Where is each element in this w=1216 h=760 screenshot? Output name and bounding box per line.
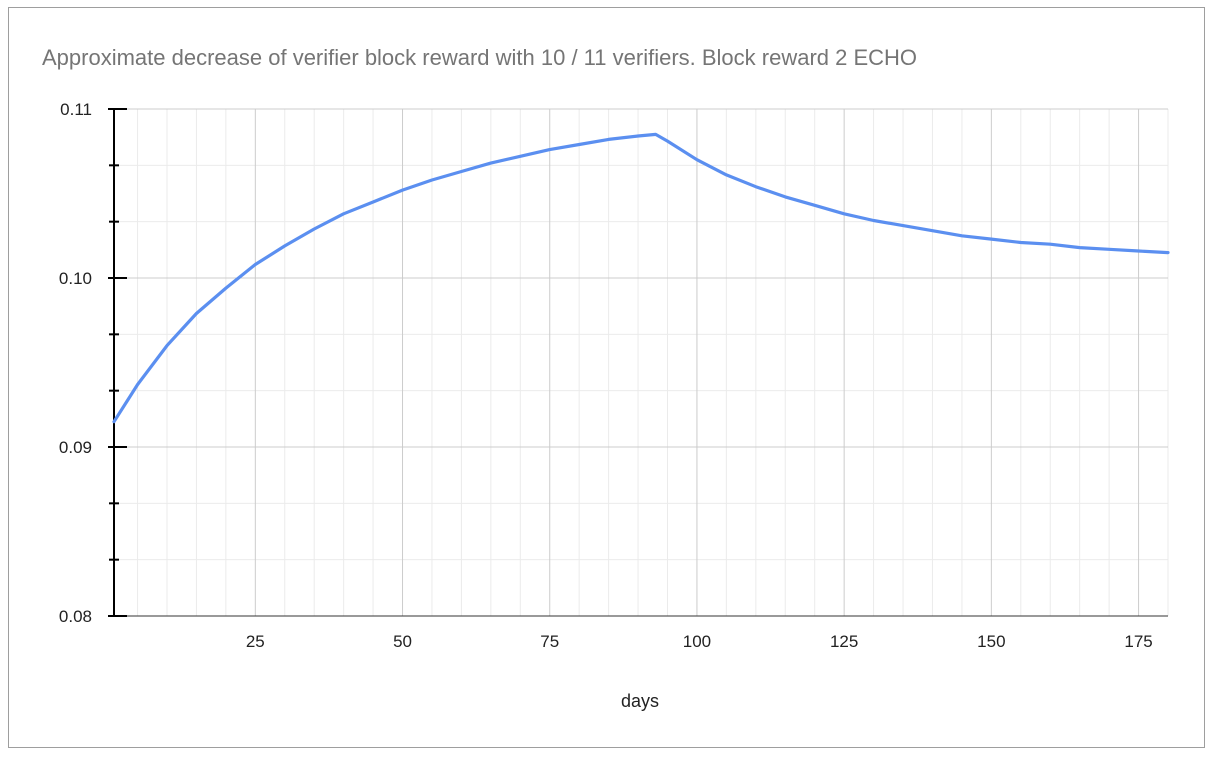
x-tick-labels: 25 50 75 100 125 150 175: [246, 632, 1153, 651]
chart-frame: [8, 7, 1205, 748]
x-tick-label: 125: [830, 632, 858, 651]
x-tick-label: 100: [683, 632, 711, 651]
x-axis-title: days: [621, 691, 659, 711]
grid: [114, 108, 1169, 617]
series: [112, 132, 1170, 424]
y-axis: [108, 108, 1168, 617]
y-tick-label: 0.11: [60, 100, 92, 119]
series-line: [112, 132, 1170, 424]
x-tick-label: 150: [977, 632, 1005, 651]
x-tick-label: 175: [1124, 632, 1152, 651]
y-tick-label: 0.08: [59, 607, 92, 626]
x-tick-label: 25: [246, 632, 265, 651]
x-tick-label: 75: [540, 632, 559, 651]
x-tick-label: 50: [393, 632, 412, 651]
y-tick-labels: 0.08 0.09 0.10 0.11: [59, 100, 92, 626]
y-tick-label: 0.10: [59, 269, 92, 288]
y-tick-label: 0.09: [59, 438, 92, 457]
chart-title: Approximate decrease of verifier block r…: [42, 45, 917, 70]
